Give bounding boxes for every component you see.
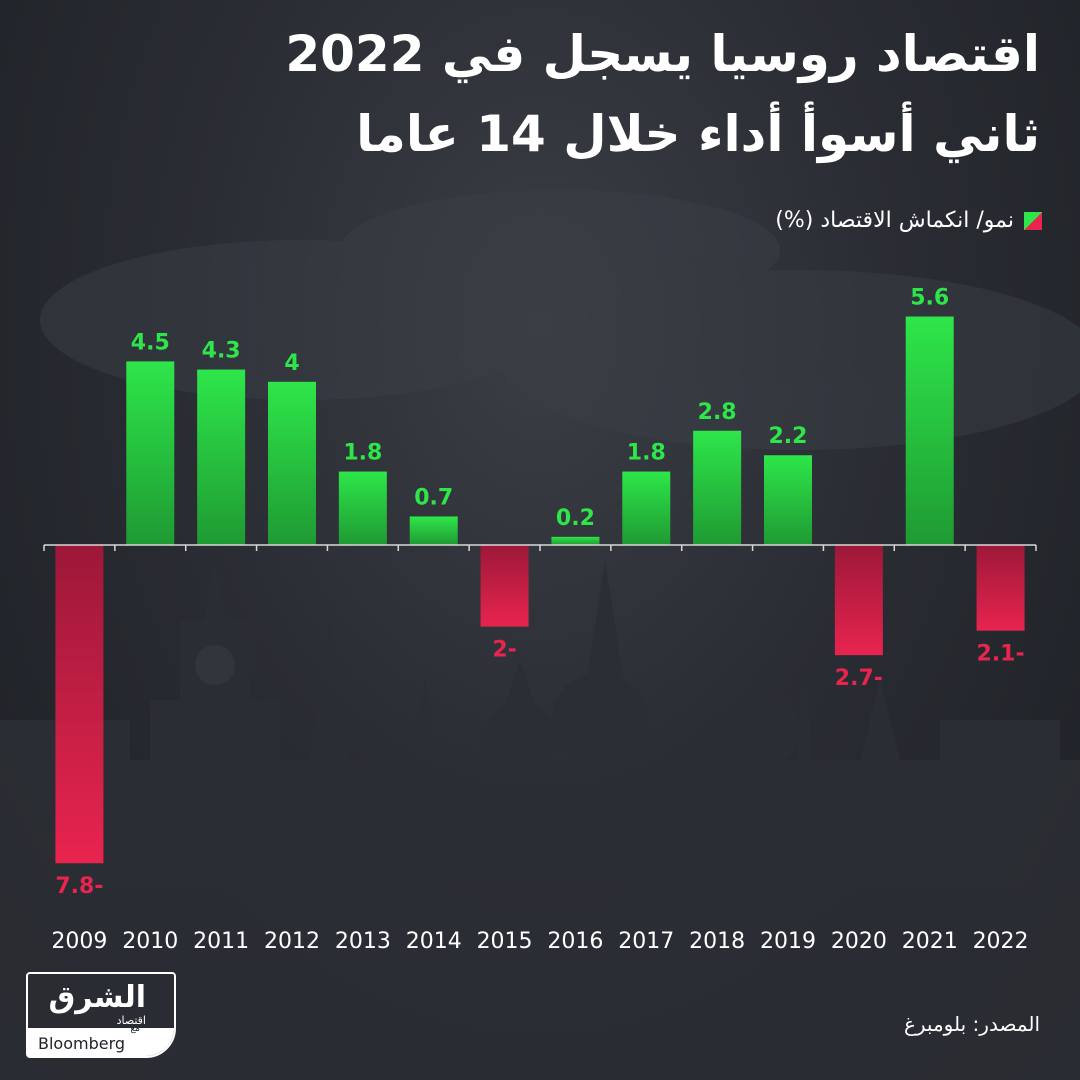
x-tick-label-2013: 2013: [335, 929, 391, 954]
x-tick-label-2019: 2019: [760, 929, 816, 954]
x-tick-label-2012: 2012: [264, 929, 320, 954]
x-tick-label-2022: 2022: [973, 929, 1029, 954]
value-label-2020: 2.7-: [835, 666, 883, 691]
value-label-2010: 4.5: [131, 330, 170, 355]
x-tick-label-2021: 2021: [902, 929, 958, 954]
value-label-2015: 2-: [492, 638, 516, 663]
logo-bar: [28, 1028, 174, 1056]
value-label-2014: 0.7: [414, 485, 453, 510]
value-label-2011: 4.3: [202, 339, 241, 364]
x-tick-label-2010: 2010: [122, 929, 178, 954]
x-tick-label-2016: 2016: [547, 929, 603, 954]
bar-2019: [764, 455, 812, 545]
logo-with-text: مع: [130, 1024, 140, 1034]
legend-label: نمو/ انكماش الاقتصاد (%): [775, 208, 1014, 233]
x-tick-label-2020: 2020: [831, 929, 887, 954]
bar-2021: [905, 316, 954, 545]
logo-partner-text: Bloomberg: [38, 1034, 126, 1053]
chart-title-line-2: ثاني أسوأ أداء خلال 14 عاما: [356, 105, 1040, 163]
bar-2016: [551, 536, 600, 545]
value-label-2022: 2.1-: [977, 642, 1025, 667]
x-tick-label-2014: 2014: [406, 929, 462, 954]
logo-main-text: الشرق: [48, 980, 146, 1015]
bar-2014: [409, 516, 458, 545]
bar-2015: [480, 545, 529, 627]
x-tick-label-2009: 2009: [51, 929, 107, 954]
source-note: المصدر: بلومبرغ: [903, 1012, 1040, 1036]
x-tick-label-2017: 2017: [618, 929, 674, 954]
value-label-2012: 4: [284, 351, 299, 376]
value-label-2019: 2.2: [769, 424, 808, 449]
bar-2017: [622, 471, 671, 545]
legend-swatch-icon: [1024, 211, 1042, 230]
chart-title-line-1: اقتصاد روسيا يسجل في 2022: [285, 25, 1040, 83]
bar-2009: [55, 545, 104, 864]
x-tick-label-2011: 2011: [193, 929, 249, 954]
bar-2022: [976, 545, 1025, 631]
asharq-bloomberg-logo: الشرق اقتصاد مع Bloomberg: [26, 972, 176, 1058]
bar-2010: [126, 361, 175, 545]
x-tick-label-2018: 2018: [689, 929, 745, 954]
legend: نمو/ انكماش الاقتصاد (%): [775, 208, 1042, 233]
bar-2011: [197, 369, 246, 545]
value-label-2018: 2.8: [698, 400, 737, 425]
value-label-2013: 1.8: [343, 441, 382, 466]
value-label-2009: 7.8-: [55, 874, 103, 899]
bar-2012: [268, 381, 316, 545]
logo-sub-text: اقتصاد: [116, 1014, 146, 1027]
bar-2018: [693, 430, 742, 545]
bar-2013: [338, 471, 387, 545]
value-label-2021: 5.6: [910, 286, 949, 311]
value-label-2017: 1.8: [627, 441, 666, 466]
bar-2020: [834, 545, 883, 656]
value-label-2016: 0.2: [556, 506, 595, 531]
x-tick-label-2015: 2015: [477, 929, 533, 954]
